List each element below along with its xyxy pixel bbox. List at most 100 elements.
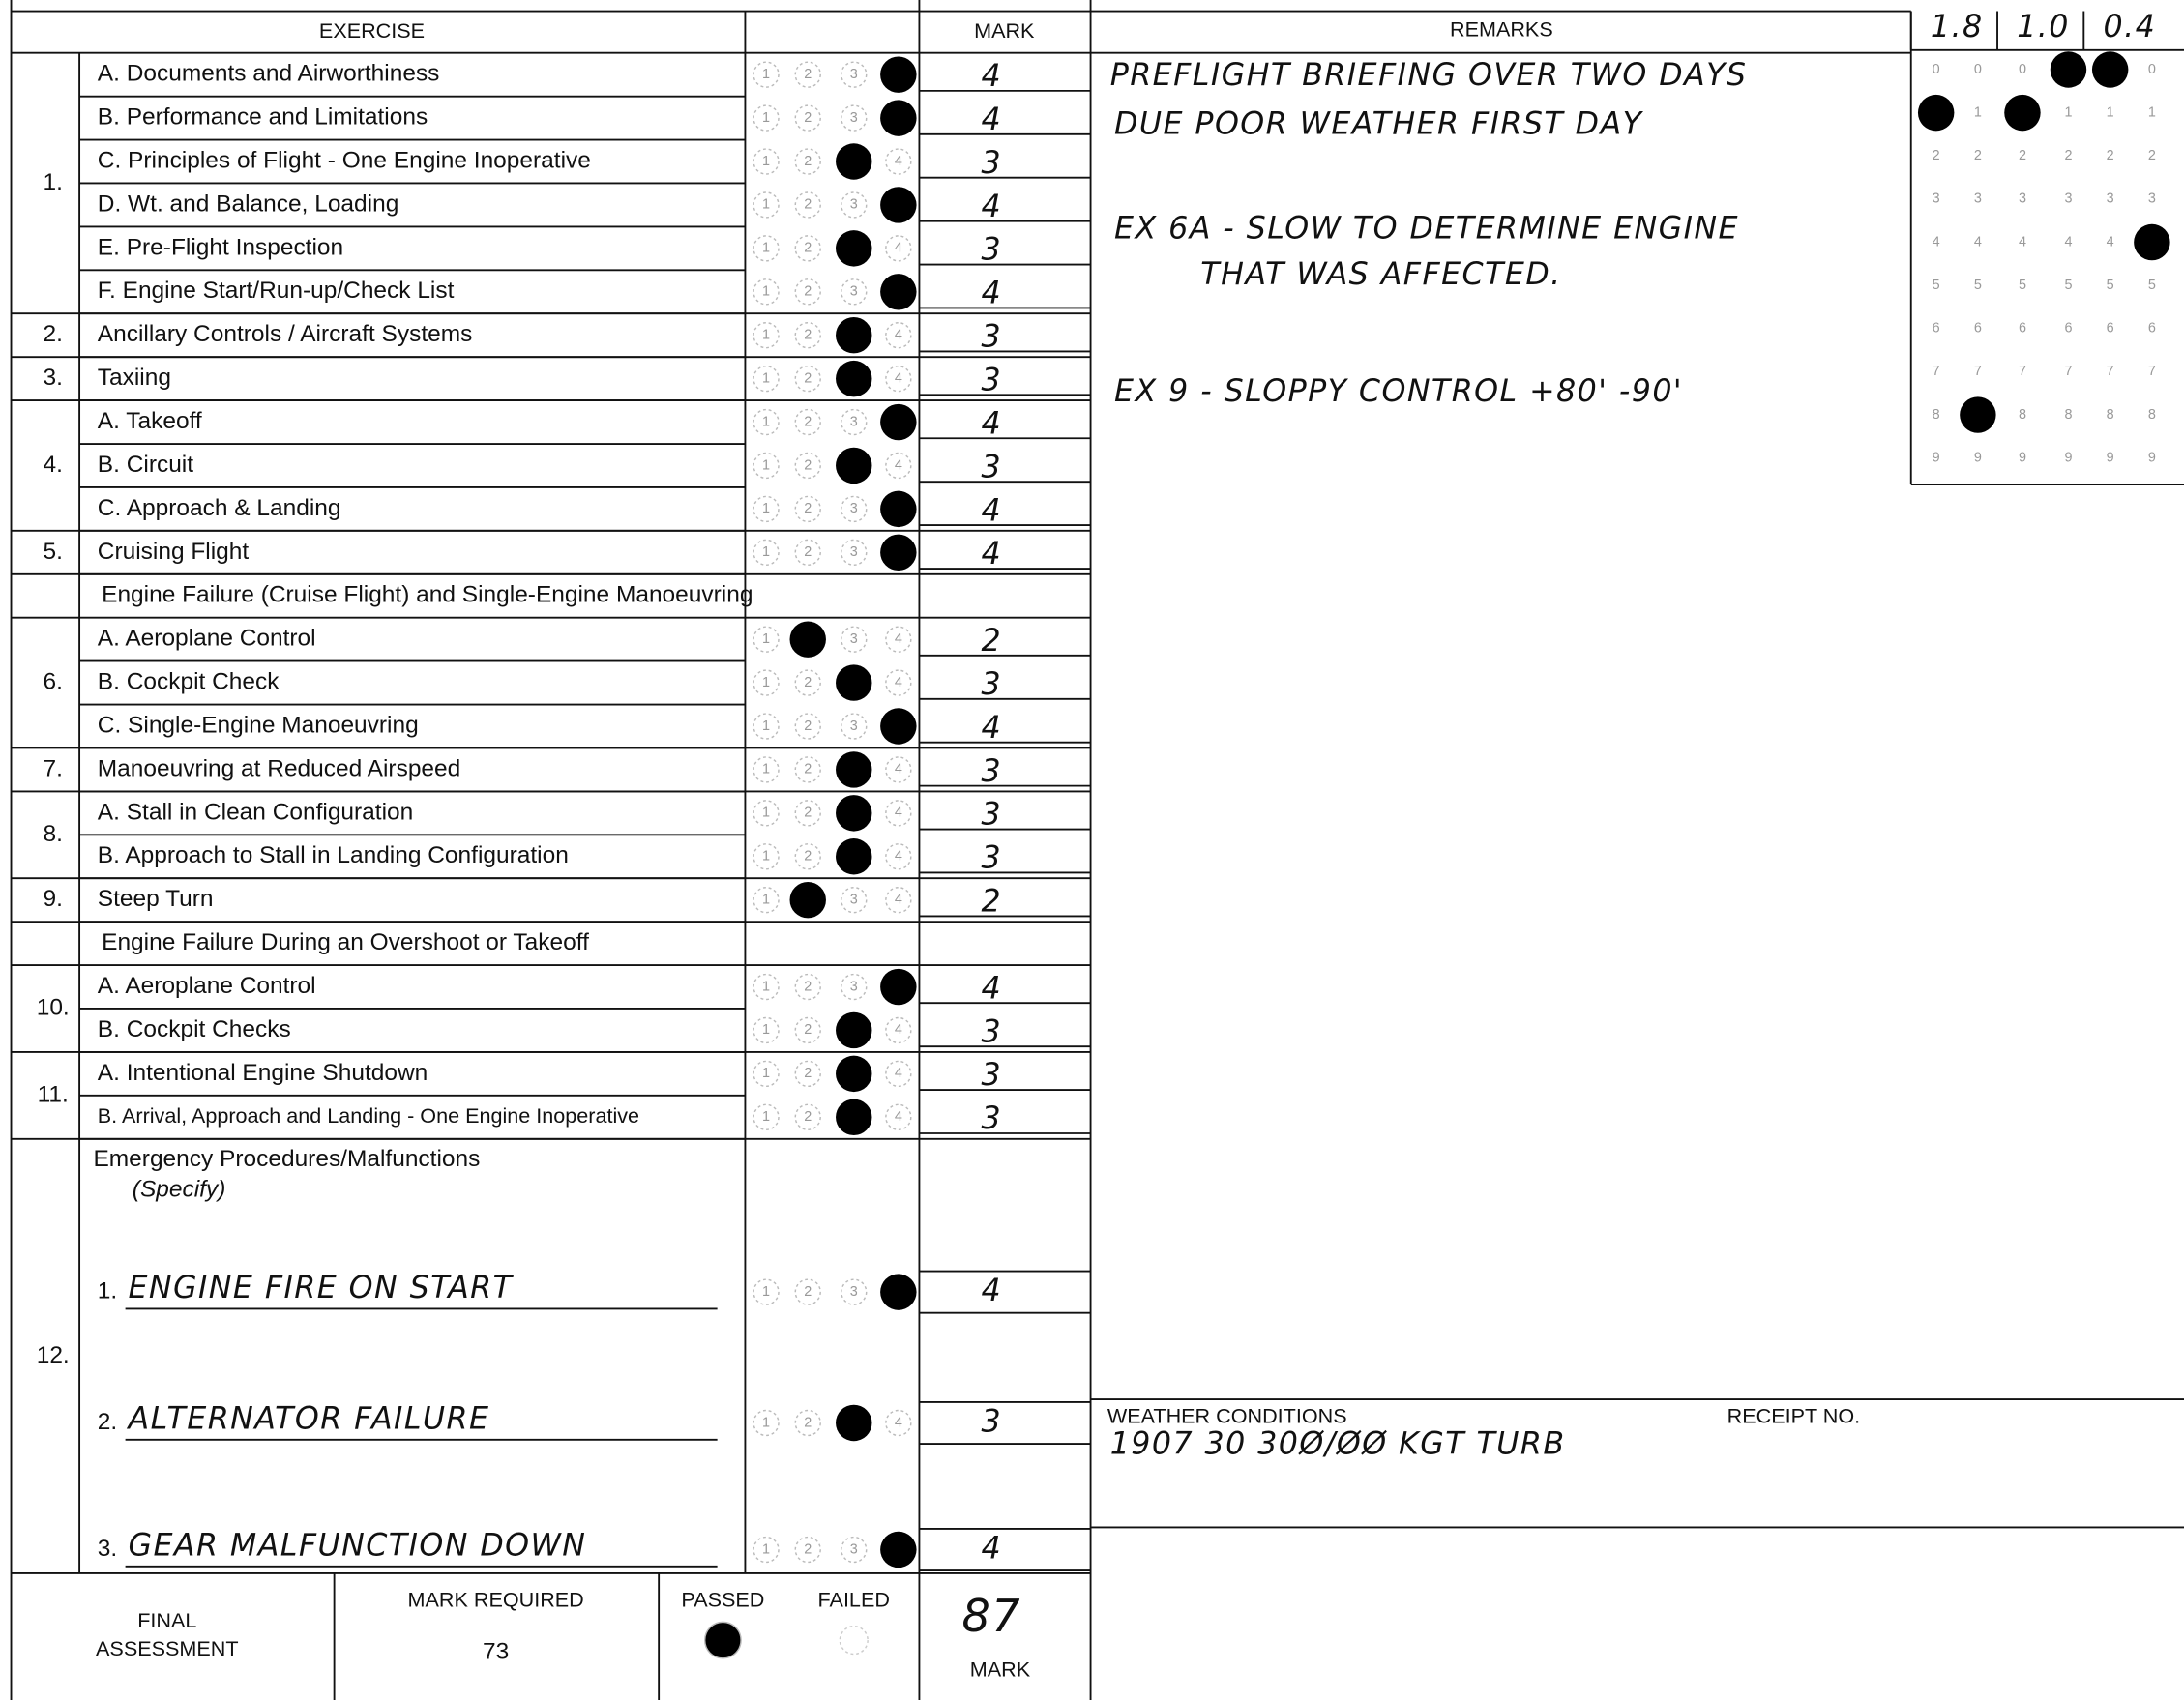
bubble <box>753 887 780 914</box>
final-mark-label: MARK <box>970 1656 1031 1681</box>
item-mark: 4 <box>982 103 1003 137</box>
bubble <box>841 539 868 566</box>
grid-digit: 4 <box>2107 234 2114 249</box>
bubble-label: 4 <box>895 154 902 169</box>
item-label: B. Cockpit Check <box>98 669 280 695</box>
filled-bubble <box>836 447 872 484</box>
header-remarks: REMARKS <box>1450 16 1553 41</box>
grid-digit: 6 <box>2019 321 2026 337</box>
bubble <box>794 1278 821 1305</box>
bubble <box>794 191 821 219</box>
grid-digit: 9 <box>1933 450 1940 465</box>
bubble <box>885 365 912 393</box>
filled-bubble <box>880 708 917 745</box>
bubble-label: 1 <box>762 1022 770 1038</box>
bubble-label: 1 <box>762 1066 770 1081</box>
bubble-label: 4 <box>895 1109 902 1125</box>
bubble <box>841 1536 868 1564</box>
bubble-label: 1 <box>762 284 770 300</box>
item-mark: 3 <box>982 754 1003 789</box>
bubble-label: 4 <box>895 370 902 386</box>
grid-digit: 7 <box>2019 364 2026 379</box>
grid-digit: 6 <box>2107 321 2114 337</box>
item-label: Cruising Flight <box>98 539 250 565</box>
bubble-label: 2 <box>804 849 812 865</box>
bubble-label: 1 <box>762 979 770 994</box>
header-mark: MARK <box>974 18 1035 43</box>
bubble-label: 2 <box>804 328 812 343</box>
bubble <box>794 713 821 740</box>
bubble-label: 2 <box>804 154 812 169</box>
item-mark: 4 <box>982 1532 1003 1567</box>
grid-digit: 6 <box>1974 321 1982 337</box>
bubble <box>841 104 868 132</box>
grid-digit: 3 <box>2148 191 2156 207</box>
grid-digit: 2 <box>1974 148 1982 163</box>
grid-digit: 7 <box>2064 364 2072 379</box>
bubble <box>794 148 821 175</box>
filled-bubble <box>1960 396 1996 433</box>
passed-label: PASSED <box>681 1587 764 1611</box>
filled-bubble <box>836 316 872 354</box>
bubble <box>794 1536 821 1564</box>
filled-bubble <box>2004 94 2041 132</box>
item-mark: 3 <box>982 1101 1003 1136</box>
bubble-label: 4 <box>895 675 902 690</box>
filled-bubble <box>836 1404 872 1442</box>
filled-bubble <box>836 838 872 875</box>
required-label: MARK REQUIRED <box>408 1587 584 1611</box>
grid-digit: 8 <box>2148 407 2156 423</box>
bubble <box>885 235 912 262</box>
grid-digit: 2 <box>1933 148 1940 163</box>
bubble <box>841 61 868 88</box>
bubble-label: 1 <box>762 67 770 82</box>
filled-bubble <box>836 1011 872 1049</box>
filled-bubble <box>880 187 917 223</box>
bubble-label: 3 <box>850 67 858 82</box>
bubble <box>841 713 868 740</box>
bubble-label: 1 <box>762 1284 770 1300</box>
exercise-number: 2. <box>44 321 63 347</box>
bubble-label: 2 <box>804 1541 812 1557</box>
grid-digit: 3 <box>2107 191 2114 207</box>
bubble-label: 1 <box>762 197 770 213</box>
item-mark: 3 <box>982 146 1003 181</box>
bubble-label: 1 <box>762 457 770 473</box>
bubble <box>794 235 821 262</box>
bubble-label: 4 <box>895 328 902 343</box>
bubble <box>753 104 780 132</box>
bubble-label: 2 <box>804 544 812 560</box>
bubble-label: 1 <box>762 241 770 256</box>
bubble-label: 4 <box>895 631 902 647</box>
item-label: D. Wt. and Balance, Loading <box>98 191 399 217</box>
grid-digit: 8 <box>1933 407 1940 423</box>
bubble <box>885 1409 912 1437</box>
grid-digit: 7 <box>1974 364 1982 379</box>
bubble <box>753 61 780 88</box>
item-mark: 4 <box>982 277 1003 311</box>
bubble-label: 1 <box>762 631 770 647</box>
bubble <box>794 495 821 523</box>
bubble <box>841 887 868 914</box>
item-mark: 2 <box>982 624 1003 659</box>
bubble <box>794 973 821 1001</box>
item-label: C. Principles of Flight - One Engine Ino… <box>98 147 591 173</box>
bubble-label: 1 <box>762 806 770 821</box>
bubble-label: 1 <box>762 154 770 169</box>
bubble-label: 2 <box>804 110 812 126</box>
item-prefix: 3. <box>98 1536 117 1562</box>
filled-bubble <box>2134 223 2170 261</box>
bubble-label: 3 <box>850 197 858 213</box>
item-label: F. Engine Start/Run-up/Check List <box>98 278 455 304</box>
filled-bubble <box>836 1099 872 1136</box>
exercise-number: 12. <box>37 1342 70 1368</box>
score-header: 1.8 <box>1931 10 1984 44</box>
bubble-label: 2 <box>804 1022 812 1038</box>
grid-digit: 2 <box>2148 148 2156 163</box>
item-mark: 4 <box>982 190 1003 224</box>
filled-bubble <box>880 490 917 528</box>
bubble <box>753 1016 780 1044</box>
bubble-label: 2 <box>804 501 812 516</box>
item-label: A. Takeoff <box>98 408 202 434</box>
